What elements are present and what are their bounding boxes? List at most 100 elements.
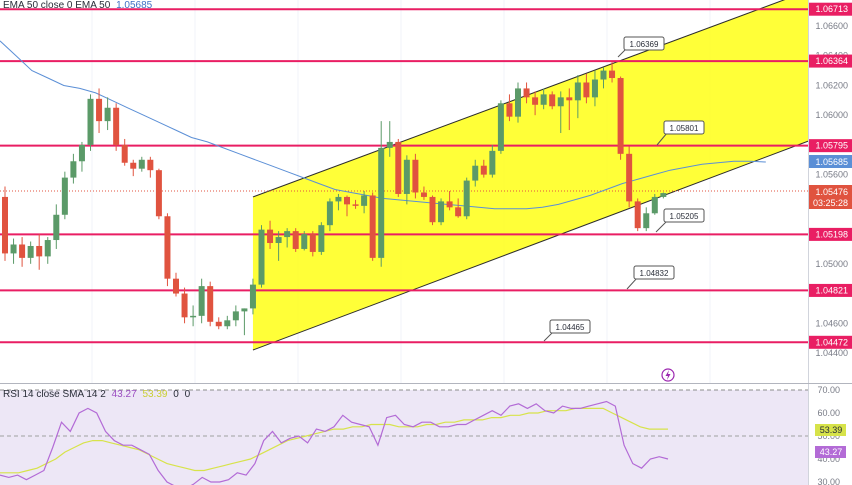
rsi-legend-value: 43.27 [111,389,137,400]
candle-body [395,141,402,194]
candle-body [438,201,445,223]
candle-body [309,234,316,252]
candle-body [497,103,504,151]
candle-body [429,196,436,223]
channel-lower-line[interactable] [252,134,826,351]
ema-price-tag: 1.05685 [809,155,852,168]
candle-body [284,231,291,238]
rsi-line [0,400,669,485]
candle [10,238,17,264]
callout-text: 1.04832 [640,269,669,278]
candle [249,278,256,315]
candle [523,82,530,104]
callout-text: 1.05801 [670,124,699,133]
candle-body [198,286,205,316]
candle-body [506,103,513,117]
callout-1-04465: 1.04465 [543,319,591,342]
candle-body [275,237,282,244]
candle-body [147,159,154,171]
candle-body [386,141,393,148]
candle [446,190,453,211]
callout-text: 1.05205 [670,212,699,221]
candle-body [455,207,462,217]
candle [617,76,624,160]
callout-1-04832: 1.04832 [626,265,675,290]
horizontal-levels [0,8,808,344]
ema-legend[interactable]: EMA 50 close 0 EMA 50 1.05685 [3,0,155,11]
level-tag-text: 1.06713 [815,4,848,14]
candle-body [412,159,419,193]
level-tag [809,2,852,16]
price-tick-label: 1.05600 [815,170,848,180]
candle-body [335,196,342,202]
candle-body [318,225,325,252]
candle [292,228,299,252]
svg-text:1.05685: 1.05685 [815,157,848,167]
candle [378,121,385,267]
level-tag [809,283,852,297]
candle [70,153,77,184]
trend-channel[interactable] [252,0,826,351]
candle [61,171,68,220]
candle [309,231,316,257]
price-tick-label: 1.04400 [815,348,848,358]
candle [403,155,410,205]
candle [87,94,94,151]
candle [344,195,350,217]
candle [489,144,496,178]
price-tick-label: 1.06200 [815,80,848,90]
rsi-tick-label: 60.00 [817,408,840,418]
level-tag-text: 1.05795 [815,141,848,151]
candles [2,61,667,336]
candle-body [292,231,299,249]
candle-body [463,180,470,217]
candle [96,88,103,134]
candle-body [53,214,60,241]
candle-body [609,70,616,79]
candle-body [215,321,222,327]
candle [155,168,162,220]
level-tags: 1.06713 1.06364 1.05795 1.05198 1.04821 1.044… [809,2,852,349]
candle [386,121,393,157]
candle-body [352,204,359,206]
candle-body [617,78,624,154]
candle-body [27,245,34,258]
candle [361,190,368,214]
candle [224,315,231,330]
candle-body [241,308,248,312]
candle [267,220,274,249]
candle [420,186,427,200]
level-tag [809,139,852,153]
candle-body [574,82,581,101]
candle-body [19,244,26,258]
candle-body [369,195,376,258]
candle-body [78,144,85,162]
candle [36,234,43,270]
candle-body [96,98,103,122]
svg-text:53.39: 53.39 [820,425,843,435]
candle [198,278,205,324]
candle [626,146,633,208]
candle-body [232,311,239,321]
candle [78,141,85,172]
candle-body [549,94,556,107]
candle [130,159,137,177]
candle-body [267,229,274,244]
candle-body [164,216,171,279]
candle [480,159,487,178]
rsi-legend-title: RSI 14 close SMA 14 2 [3,389,106,400]
candle-body [378,147,385,258]
candle [600,67,607,89]
channel-upper-line[interactable] [252,0,826,198]
candle-body [44,240,51,257]
candle [497,100,504,154]
candle [232,305,239,327]
candle [335,193,342,211]
callout-1-05205: 1.05205 [655,208,705,233]
candle [27,241,34,264]
rsi-legend[interactable]: RSI 14 close SMA 14 2 43.27 53.39 0 0 [3,389,193,400]
callout-1-05801: 1.05801 [656,120,705,146]
lightning-icon[interactable] [661,368,675,382]
candle-body [326,201,333,226]
